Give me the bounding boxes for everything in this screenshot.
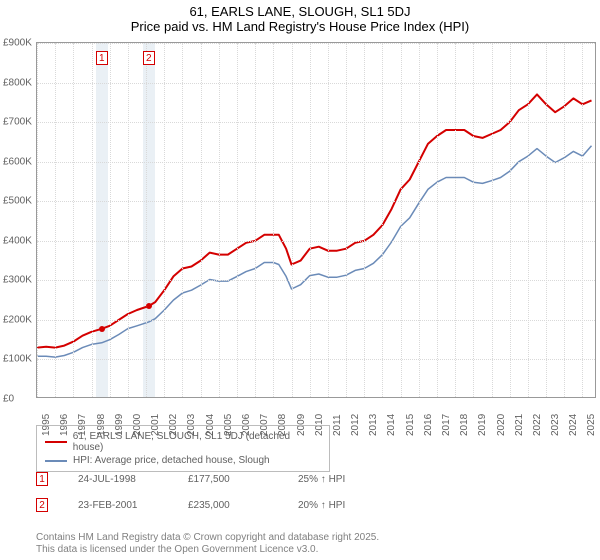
title-subtitle: Price paid vs. HM Land Registry's House … bbox=[0, 19, 600, 34]
plot-inner: £0£100K£200K£300K£400K£500K£600K£700K£80… bbox=[36, 43, 595, 398]
sale-date: 23-FEB-2001 bbox=[78, 500, 158, 511]
legend-row: HPI: Average price, detached house, Slou… bbox=[45, 454, 321, 467]
footer-line: Contains HM Land Registry data © Crown c… bbox=[36, 532, 379, 544]
gridline-v bbox=[201, 43, 202, 397]
plot-area: £0£100K£200K£300K£400K£500K£600K£700K£80… bbox=[36, 42, 596, 398]
gridline-v bbox=[273, 43, 274, 397]
legend-label: 61, EARLS LANE, SLOUGH, SL1 5DJ (detache… bbox=[73, 431, 321, 453]
sale-marker-badge: 2 bbox=[36, 498, 48, 512]
gridline-v bbox=[437, 43, 438, 397]
x-axis-label: 2013 bbox=[368, 414, 379, 436]
gridline-v bbox=[92, 43, 93, 397]
legend-label: HPI: Average price, detached house, Slou… bbox=[73, 455, 270, 466]
sale-marker-dot bbox=[146, 303, 152, 309]
sale-marker-row: 2 23-FEB-2001 £235,000 20% ↑ HPI bbox=[36, 498, 378, 512]
gridline-v bbox=[492, 43, 493, 397]
sale-hpi-delta: 25% ↑ HPI bbox=[298, 474, 378, 485]
gridline-v bbox=[182, 43, 183, 397]
x-axis-label: 2015 bbox=[405, 414, 416, 436]
gridline-v bbox=[73, 43, 74, 397]
gridline-v bbox=[546, 43, 547, 397]
sale-price: £235,000 bbox=[188, 500, 268, 511]
x-axis-label: 2019 bbox=[477, 414, 488, 436]
x-axis-label: 2011 bbox=[332, 414, 343, 436]
sale-marker-dot bbox=[99, 326, 105, 332]
gridline-v bbox=[164, 43, 165, 397]
gridline-h bbox=[37, 280, 595, 281]
gridline-v bbox=[455, 43, 456, 397]
gridline-v bbox=[419, 43, 420, 397]
chart-title: 61, EARLS LANE, SLOUGH, SL1 5DJ Price pa… bbox=[0, 0, 600, 34]
x-axis-label: 2014 bbox=[386, 414, 397, 436]
gridline-v bbox=[528, 43, 529, 397]
gridline-h bbox=[37, 43, 595, 44]
footer: Contains HM Land Registry data © Crown c… bbox=[36, 532, 379, 555]
legend-swatch bbox=[45, 460, 67, 462]
x-axis-label: 2020 bbox=[496, 414, 507, 436]
gridline-v bbox=[55, 43, 56, 397]
gridline-v bbox=[292, 43, 293, 397]
gridline-v bbox=[310, 43, 311, 397]
sale-price: £177,500 bbox=[188, 474, 268, 485]
sale-hpi-delta: 20% ↑ HPI bbox=[298, 500, 378, 511]
chart-container: 61, EARLS LANE, SLOUGH, SL1 5DJ Price pa… bbox=[0, 0, 600, 560]
gridline-v bbox=[382, 43, 383, 397]
gridline-h bbox=[37, 241, 595, 242]
gridline-v bbox=[510, 43, 511, 397]
sale-marker-badge: 1 bbox=[36, 472, 48, 486]
gridline-v bbox=[582, 43, 583, 397]
legend-swatch bbox=[45, 441, 67, 443]
gridline-v bbox=[146, 43, 147, 397]
x-axis-label: 2016 bbox=[423, 414, 434, 436]
sale-date: 24-JUL-1998 bbox=[78, 474, 158, 485]
gridline-v bbox=[328, 43, 329, 397]
gridline-v bbox=[237, 43, 238, 397]
gridline-v bbox=[37, 43, 38, 397]
footer-line: This data is licensed under the Open Gov… bbox=[36, 544, 379, 556]
x-axis-label: 2025 bbox=[586, 414, 597, 436]
gridline-v bbox=[564, 43, 565, 397]
gridline-h bbox=[37, 359, 595, 360]
x-axis-label: 2017 bbox=[441, 414, 452, 436]
gridline-v bbox=[255, 43, 256, 397]
gridline-h bbox=[37, 201, 595, 202]
gridline-h bbox=[37, 122, 595, 123]
sale-marker-badge-inchart: 2 bbox=[143, 51, 155, 65]
gridline-v bbox=[346, 43, 347, 397]
gridline-v bbox=[219, 43, 220, 397]
x-axis-label: 2012 bbox=[350, 414, 361, 436]
series-line bbox=[37, 94, 592, 347]
gridline-v bbox=[364, 43, 365, 397]
chart-lines bbox=[37, 43, 597, 399]
gridline-v bbox=[473, 43, 474, 397]
x-axis-label: 2022 bbox=[532, 414, 543, 436]
x-axis-label: 2018 bbox=[459, 414, 470, 436]
legend: 61, EARLS LANE, SLOUGH, SL1 5DJ (detache… bbox=[36, 425, 330, 472]
series-line bbox=[37, 146, 592, 357]
x-axis-label: 2024 bbox=[568, 414, 579, 436]
title-address: 61, EARLS LANE, SLOUGH, SL1 5DJ bbox=[0, 4, 600, 19]
sale-marker-row: 1 24-JUL-1998 £177,500 25% ↑ HPI bbox=[36, 472, 378, 486]
gridline-v bbox=[401, 43, 402, 397]
sale-marker-badge-inchart: 1 bbox=[96, 51, 108, 65]
gridline-h bbox=[37, 83, 595, 84]
gridline-h bbox=[37, 162, 595, 163]
x-axis-label: 2021 bbox=[514, 414, 525, 436]
gridline-v bbox=[110, 43, 111, 397]
gridline-h bbox=[37, 320, 595, 321]
x-axis-label: 2023 bbox=[550, 414, 561, 436]
gridline-v bbox=[128, 43, 129, 397]
legend-row: 61, EARLS LANE, SLOUGH, SL1 5DJ (detache… bbox=[45, 430, 321, 454]
